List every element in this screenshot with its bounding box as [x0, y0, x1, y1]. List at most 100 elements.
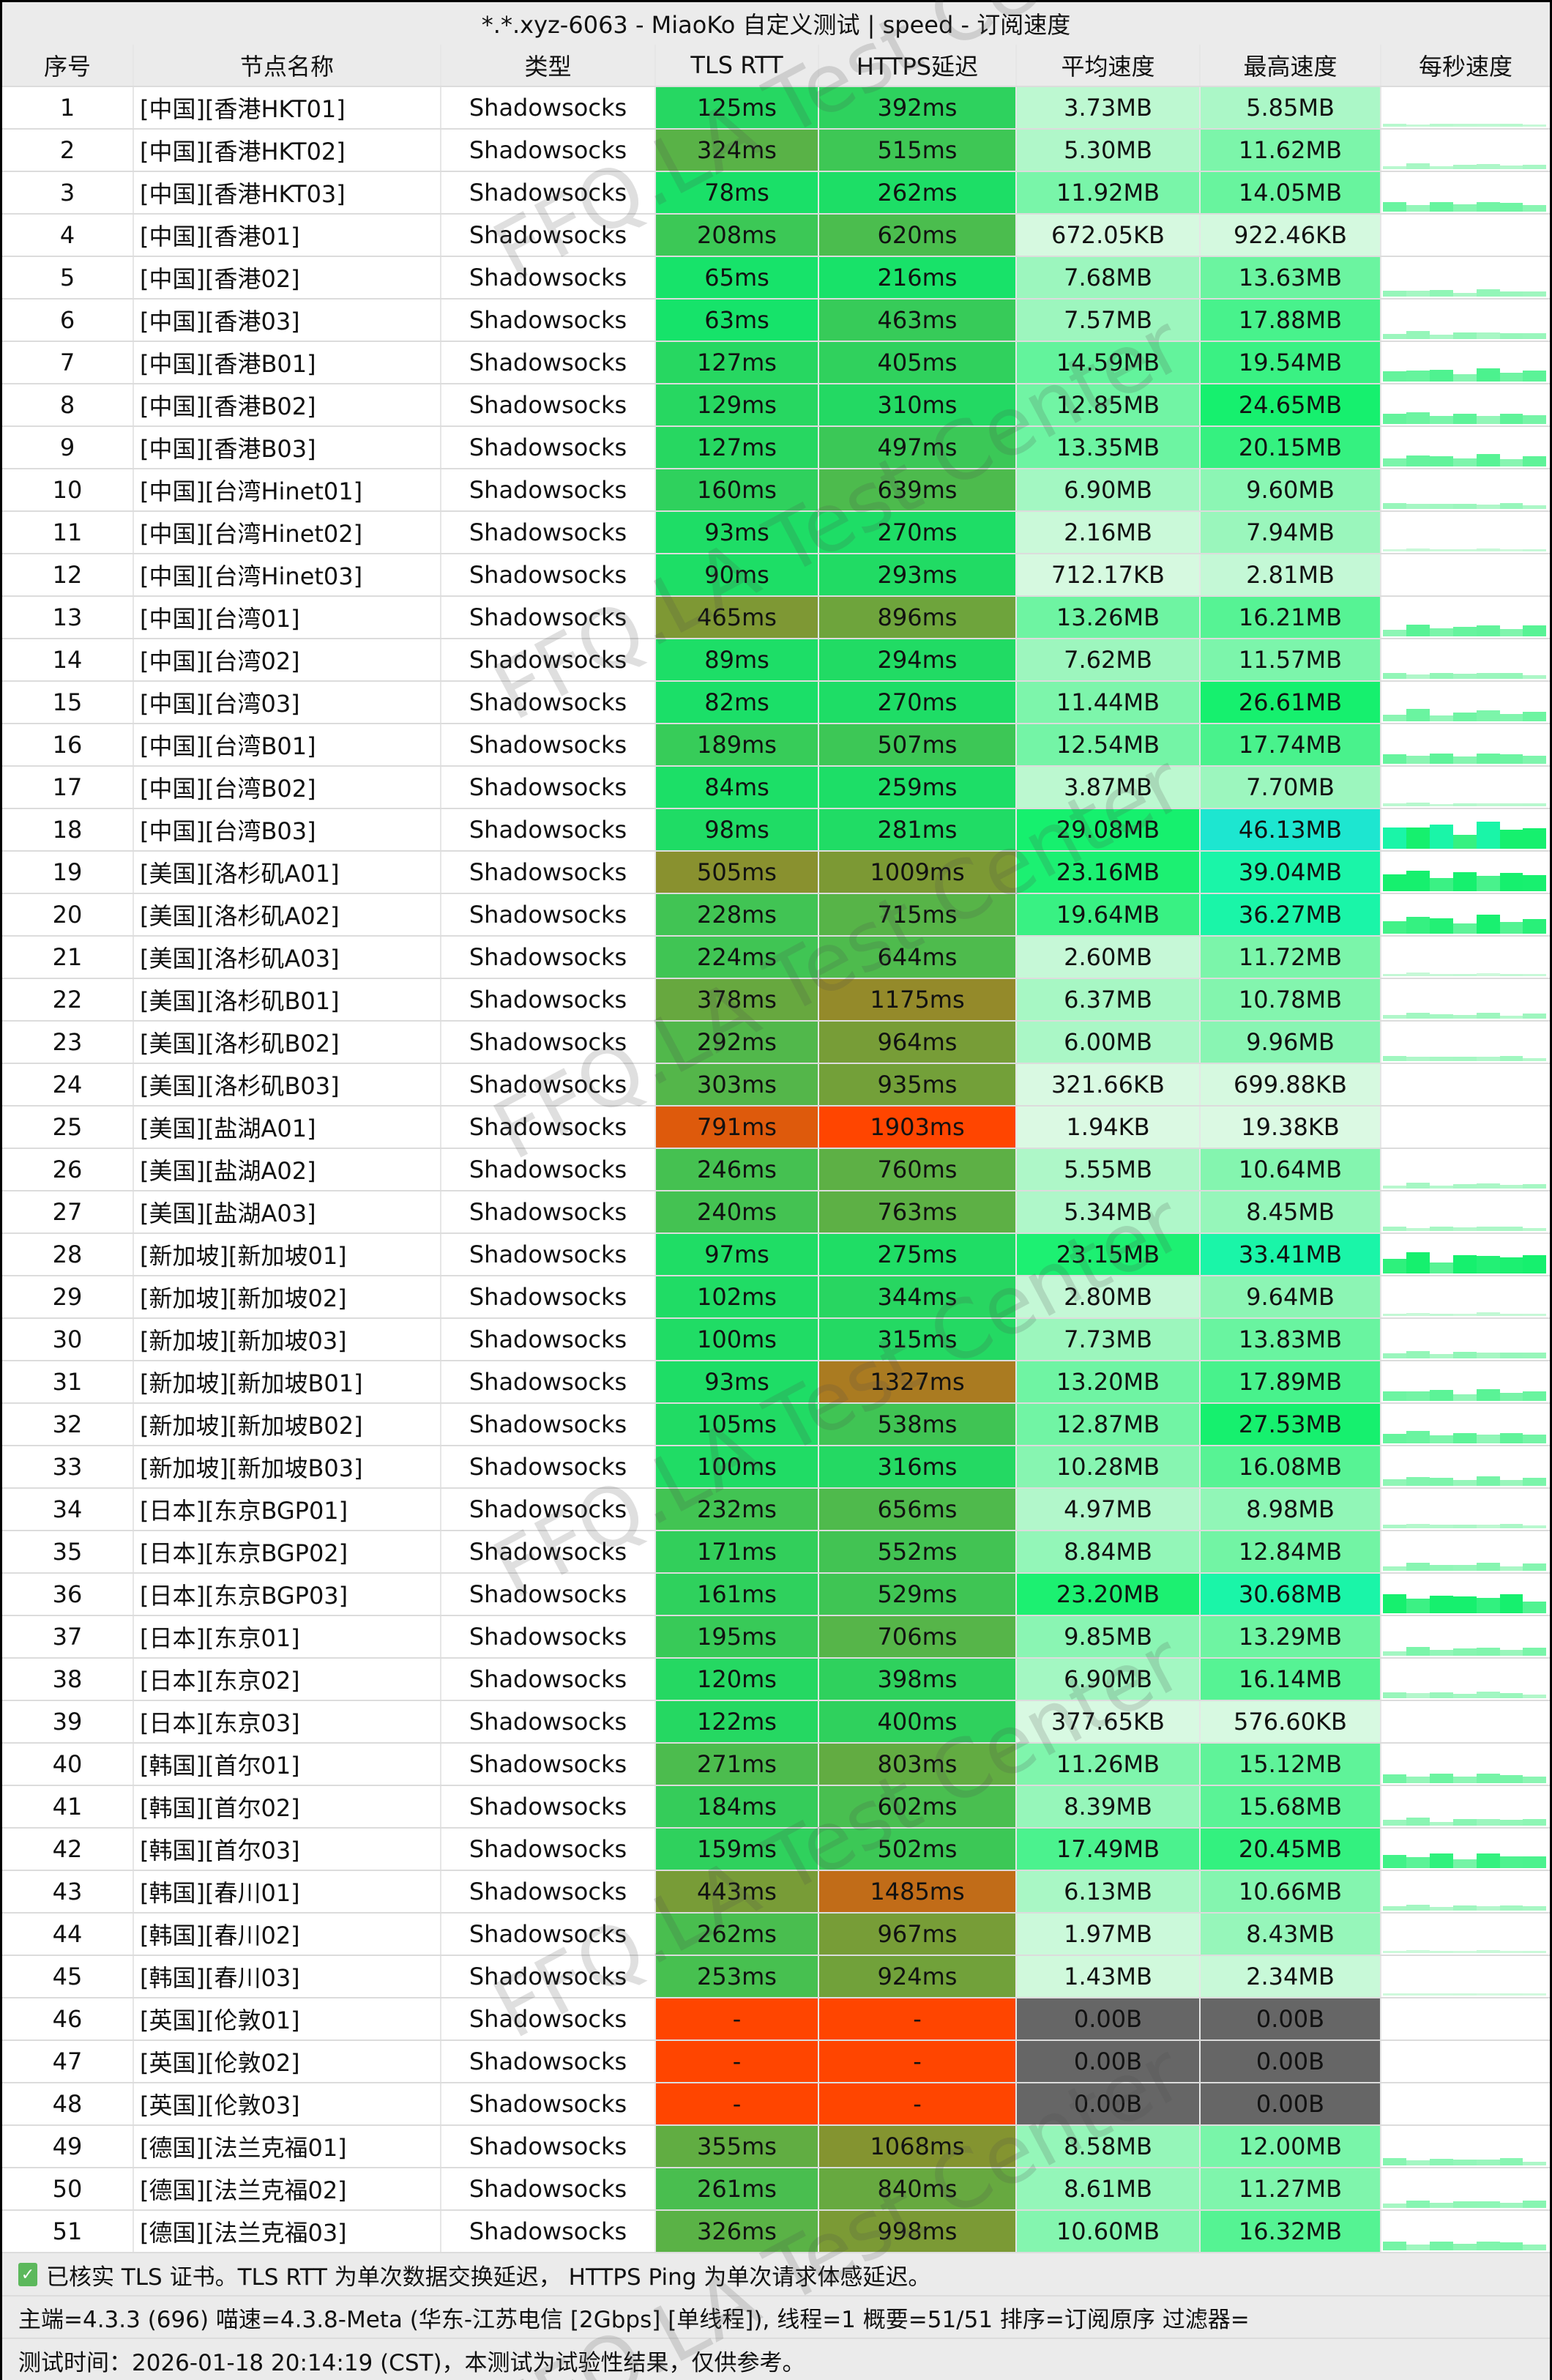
cell-index: 15	[2, 682, 134, 723]
sparkline-bar	[1499, 1650, 1523, 1656]
per-second-speed-sparkline	[1381, 1616, 1550, 1657]
cell-max-speed: 20.15MB	[1201, 427, 1381, 468]
cell-https-latency: 620ms	[819, 215, 1017, 256]
cell-node-name: [日本][东京02]	[134, 1659, 441, 1700]
cell-node-name: [中国][台湾03]	[134, 682, 441, 723]
sparkline-bar	[1383, 166, 1406, 169]
cell-avg-speed: 6.00MB	[1017, 1022, 1201, 1063]
check-icon: ✓	[18, 2263, 37, 2286]
sparkline-bar	[1523, 1314, 1547, 1316]
table-header: 序号 节点名称 类型 TLS RTT HTTPS延迟 平均速度 最高速度 每秒速…	[2, 45, 1550, 87]
cell-https-latency: 1903ms	[819, 1107, 1017, 1148]
cell-max-speed: 19.54MB	[1201, 342, 1381, 383]
cell-max-speed: 0.00B	[1201, 1998, 1381, 2039]
sparkline-bar	[1383, 1855, 1406, 1868]
cell-node-name: [美国][洛杉矶A01]	[134, 852, 441, 893]
sparkline-bar	[1429, 335, 1453, 339]
cell-tls-rtt: 224ms	[656, 937, 819, 978]
cell-https-latency: 515ms	[819, 130, 1017, 171]
sparkline-bar	[1499, 2242, 1523, 2250]
cell-index: 27	[2, 1191, 134, 1232]
per-second-speed-sparkline	[1381, 1998, 1550, 2039]
sparkline-bar	[1383, 458, 1406, 466]
sparkline-bar	[1452, 374, 1477, 382]
cell-tls-rtt: 791ms	[656, 1107, 819, 1148]
cell-https-latency: 1327ms	[819, 1361, 1017, 1402]
cell-type: Shadowsocks	[441, 342, 656, 383]
sparkline-bar	[1523, 291, 1547, 297]
cell-index: 5	[2, 257, 134, 298]
sparkline-bar	[1383, 2158, 1406, 2165]
header-node-name: 节点名称	[134, 45, 441, 86]
cell-https-latency: 262ms	[819, 172, 1017, 213]
sparkline-bar	[1383, 1820, 1406, 1826]
sparkline-bar	[1429, 753, 1453, 764]
per-second-speed-sparkline	[1381, 2168, 1550, 2209]
sparkline-bar	[1429, 1821, 1453, 1826]
per-second-speed-sparkline	[1381, 1107, 1550, 1148]
per-second-speed-sparkline	[1381, 257, 1550, 298]
cell-index: 36	[2, 1574, 134, 1615]
sparkline-bar	[1476, 710, 1500, 721]
sparkline-bar	[1476, 803, 1500, 806]
cell-avg-speed: 12.54MB	[1017, 724, 1201, 765]
sparkline-bar	[1452, 835, 1477, 849]
cell-avg-speed: 712.17KB	[1017, 554, 1201, 595]
cell-node-name: [美国][盐湖A01]	[134, 1107, 441, 1148]
table-row: 10 [中国][台湾Hinet01] Shadowsocks 160ms 639ms 6.…	[2, 469, 1550, 512]
table-row: 14 [中国][台湾02] Shadowsocks 89ms 294ms 7.62MB 11…	[2, 639, 1550, 682]
cell-node-name: [中国][台湾01]	[134, 597, 441, 638]
cell-type: Shadowsocks	[441, 724, 656, 765]
cell-index: 42	[2, 1829, 134, 1870]
table-row: 32 [新加坡][新加坡B02] Shadowsocks 105ms 538ms 12.8…	[2, 1404, 1550, 1446]
sparkline-bar	[1429, 825, 1453, 849]
cell-index: 51	[2, 2211, 134, 2252]
sparkline-bar	[1383, 1905, 1406, 1911]
cell-max-speed: 576.60KB	[1201, 1701, 1381, 1742]
sparkline-bar	[1523, 828, 1547, 849]
cell-type: Shadowsocks	[441, 1998, 656, 2039]
cell-type: Shadowsocks	[441, 427, 656, 468]
sparkline-bar	[1499, 1353, 1523, 1358]
cell-type: Shadowsocks	[441, 2083, 656, 2124]
cell-node-name: [新加坡][新加坡02]	[134, 1276, 441, 1317]
sparkline-bar	[1406, 1391, 1430, 1401]
per-second-speed-sparkline	[1381, 1149, 1550, 1190]
sparkline-bar	[1406, 1950, 1430, 1953]
cell-https-latency: 1009ms	[819, 852, 1017, 893]
cell-node-name: [中国][香港02]	[134, 257, 441, 298]
sparkline-bar	[1452, 1565, 1477, 1571]
sparkline-bar	[1406, 1905, 1430, 1911]
cell-https-latency: 639ms	[819, 469, 1017, 510]
table-row: 42 [韩国][首尔03] Shadowsocks 159ms 502ms 17.49MB…	[2, 1829, 1550, 1871]
cell-https-latency: 293ms	[819, 554, 1017, 595]
sparkline-bar	[1499, 1993, 1523, 1996]
cell-https-latency: 315ms	[819, 1319, 1017, 1360]
table-row: 26 [美国][盐湖A02] Shadowsocks 246ms 760ms 5.55MB…	[2, 1149, 1550, 1191]
sparkline-bar	[1383, 503, 1406, 509]
header-avg-speed: 平均速度	[1017, 45, 1201, 86]
cell-node-name: [日本][东京BGP03]	[134, 1574, 441, 1615]
header-max-speed: 最高速度	[1201, 45, 1381, 86]
sparkline-bar	[1406, 1477, 1430, 1486]
sparkline-bar	[1452, 165, 1477, 169]
sparkline-bar	[1523, 2201, 1547, 2208]
table-row: 47 [英国][伦敦02] Shadowsocks - -0.00B 0.00B	[2, 2041, 1550, 2083]
per-second-speed-sparkline	[1381, 427, 1550, 468]
sparkline-bar	[1499, 873, 1523, 891]
cell-node-name: [中国][台湾B02]	[134, 767, 441, 808]
sparkline-bar	[1429, 1692, 1453, 1698]
cell-avg-speed: 0.00B	[1017, 2083, 1201, 2124]
cell-https-latency: 344ms	[819, 1276, 1017, 1317]
per-second-speed-sparkline	[1381, 809, 1550, 850]
sparkline-bar	[1383, 828, 1406, 849]
cell-type: Shadowsocks	[441, 1956, 656, 1997]
per-second-speed-sparkline	[1381, 2211, 1550, 2252]
sparkline-bar	[1429, 123, 1453, 127]
cell-type: Shadowsocks	[441, 130, 656, 171]
sparkline-bar	[1429, 2203, 1453, 2208]
cell-index: 33	[2, 1446, 134, 1487]
sparkline-bar	[1452, 1014, 1477, 1019]
sparkline-bar	[1406, 548, 1430, 551]
